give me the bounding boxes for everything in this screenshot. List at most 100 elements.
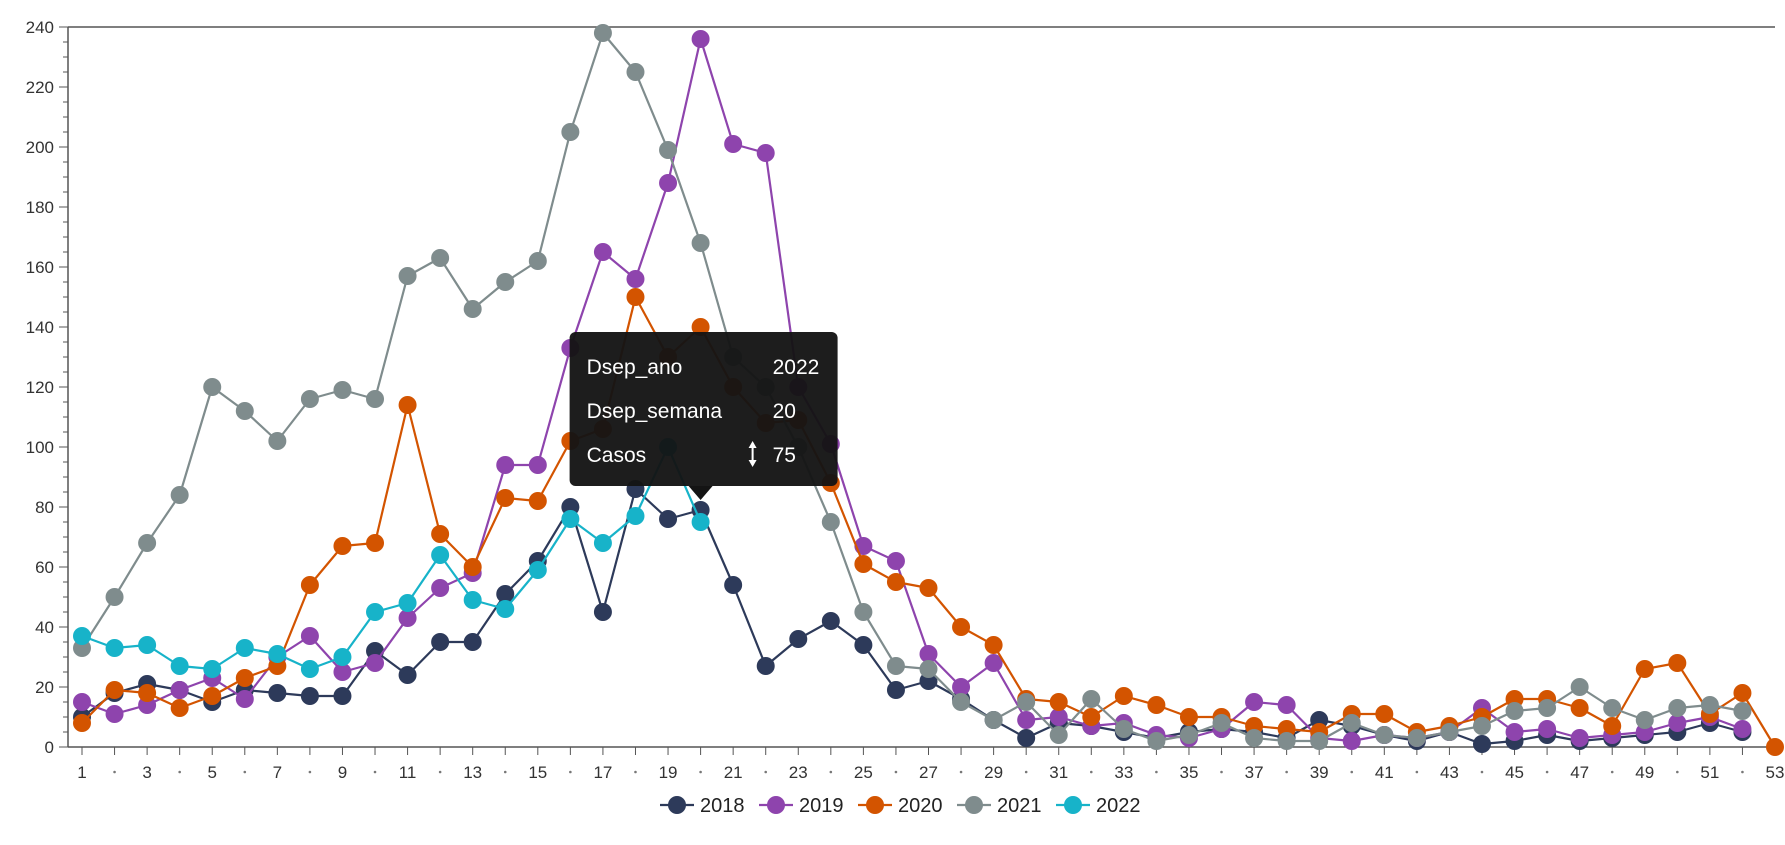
data-point[interactable] [1603,717,1622,735]
data-point[interactable] [1017,729,1036,747]
data-point[interactable] [1049,708,1068,726]
legend-item-2018[interactable]: 2018 [660,795,745,817]
data-point[interactable] [1114,720,1133,738]
data-point[interactable] [300,576,319,594]
legend-item-2021[interactable]: 2021 [957,795,1042,817]
data-point[interactable] [1472,735,1491,753]
data-point[interactable] [398,594,417,612]
data-point[interactable] [366,603,385,621]
data-point[interactable] [528,492,547,510]
data-point[interactable] [528,456,547,474]
data-point[interactable] [235,402,254,420]
data-point[interactable] [496,489,515,507]
data-point[interactable] [1733,684,1752,702]
data-point[interactable] [300,660,319,678]
data-point[interactable] [300,627,319,645]
data-point[interactable] [496,273,515,291]
data-point[interactable] [1049,693,1068,711]
data-point[interactable] [724,576,743,594]
data-point[interactable] [1538,720,1557,738]
data-point[interactable] [431,633,450,651]
data-point[interactable] [138,684,157,702]
data-point[interactable] [73,693,91,711]
data-point[interactable] [333,537,352,555]
data-point[interactable] [724,135,743,153]
data-point[interactable] [1733,702,1752,720]
data-point[interactable] [984,711,1003,729]
legend-item-2022[interactable]: 2022 [1056,795,1141,817]
data-point[interactable] [170,657,189,675]
data-point[interactable] [821,513,840,531]
data-point[interactable] [854,603,873,621]
data-point[interactable] [626,507,645,525]
data-point[interactable] [1310,732,1329,750]
data-point[interactable] [1017,693,1036,711]
data-point[interactable] [1114,687,1133,705]
data-point[interactable] [821,612,840,630]
data-point[interactable] [756,657,775,675]
data-point[interactable] [691,318,710,336]
data-point[interactable] [170,681,189,699]
data-point[interactable] [463,591,482,609]
data-point[interactable] [333,381,352,399]
data-point[interactable] [854,555,873,573]
data-point[interactable] [1700,696,1719,714]
data-point[interactable] [333,648,352,666]
data-point[interactable] [1277,732,1296,750]
data-point[interactable] [984,636,1003,654]
data-point[interactable] [1017,711,1036,729]
data-point[interactable] [138,534,157,552]
data-point[interactable] [952,678,971,696]
data-point[interactable] [1407,729,1426,747]
data-point[interactable] [1570,678,1589,696]
data-point[interactable] [854,636,873,654]
data-point[interactable] [626,63,645,81]
data-point[interactable] [105,588,124,606]
legend-item-2019[interactable]: 2019 [759,795,844,817]
data-point[interactable] [1179,708,1198,726]
data-point[interactable] [1570,729,1589,747]
data-point[interactable] [1212,714,1231,732]
data-point[interactable] [73,627,91,645]
data-point[interactable] [138,636,157,654]
data-point[interactable] [1049,726,1068,744]
data-point[interactable] [919,579,938,597]
data-point[interactable] [1472,717,1491,735]
data-point[interactable] [1668,714,1687,732]
data-point[interactable] [1342,714,1361,732]
data-point[interactable] [561,123,580,141]
data-point[interactable] [1505,723,1524,741]
data-point[interactable] [1245,729,1264,747]
data-point[interactable] [886,573,905,591]
data-point[interactable] [170,699,189,717]
data-point[interactable] [203,687,222,705]
data-point[interactable] [431,546,450,564]
data-point[interactable] [1668,654,1687,672]
data-point[interactable] [496,600,515,618]
data-point[interactable] [105,705,124,723]
data-point[interactable] [691,30,710,48]
data-point[interactable] [431,579,450,597]
data-point[interactable] [366,654,385,672]
data-point[interactable] [528,561,547,579]
data-point[interactable] [105,681,124,699]
data-point[interactable] [528,252,547,270]
data-point[interactable] [1766,738,1784,756]
data-point[interactable] [626,288,645,306]
data-point[interactable] [1277,696,1296,714]
data-point[interactable] [1603,699,1622,717]
data-point[interactable] [235,690,254,708]
data-point[interactable] [1375,726,1394,744]
data-point[interactable] [300,390,319,408]
data-point[interactable] [789,630,808,648]
data-point[interactable] [1635,660,1654,678]
data-point[interactable] [268,684,287,702]
data-point[interactable] [496,456,515,474]
data-point[interactable] [1668,699,1687,717]
data-point[interactable] [496,585,515,603]
data-point[interactable] [398,609,417,627]
data-point[interactable] [626,270,645,288]
data-point[interactable] [1538,699,1557,717]
data-point[interactable] [1505,702,1524,720]
data-point[interactable] [235,639,254,657]
